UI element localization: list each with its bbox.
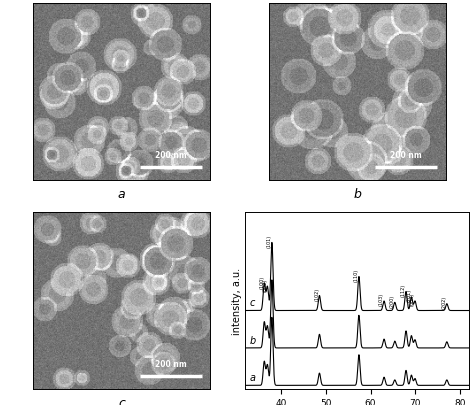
Text: (100): (100) — [259, 275, 264, 288]
Text: (004): (004) — [410, 293, 415, 306]
Text: a: a — [249, 372, 255, 382]
Text: (110): (110) — [354, 268, 359, 281]
Text: c: c — [118, 396, 125, 405]
Text: 200 nm: 200 nm — [155, 151, 187, 160]
Text: a: a — [118, 188, 126, 200]
Text: (200): (200) — [390, 294, 395, 307]
Text: 200 nm: 200 nm — [391, 151, 422, 160]
Text: (101): (101) — [267, 234, 272, 247]
Text: (002): (002) — [263, 278, 267, 292]
Text: (103): (103) — [379, 293, 384, 306]
Text: (201): (201) — [406, 289, 411, 302]
Text: 200 nm: 200 nm — [155, 359, 187, 368]
Text: (112): (112) — [401, 283, 406, 296]
Y-axis label: intensity, a.u.: intensity, a.u. — [232, 267, 242, 334]
Text: b: b — [249, 335, 255, 345]
Text: (102): (102) — [314, 287, 319, 301]
Text: c: c — [249, 297, 255, 307]
Text: b: b — [353, 188, 361, 200]
Text: (202): (202) — [442, 295, 447, 309]
